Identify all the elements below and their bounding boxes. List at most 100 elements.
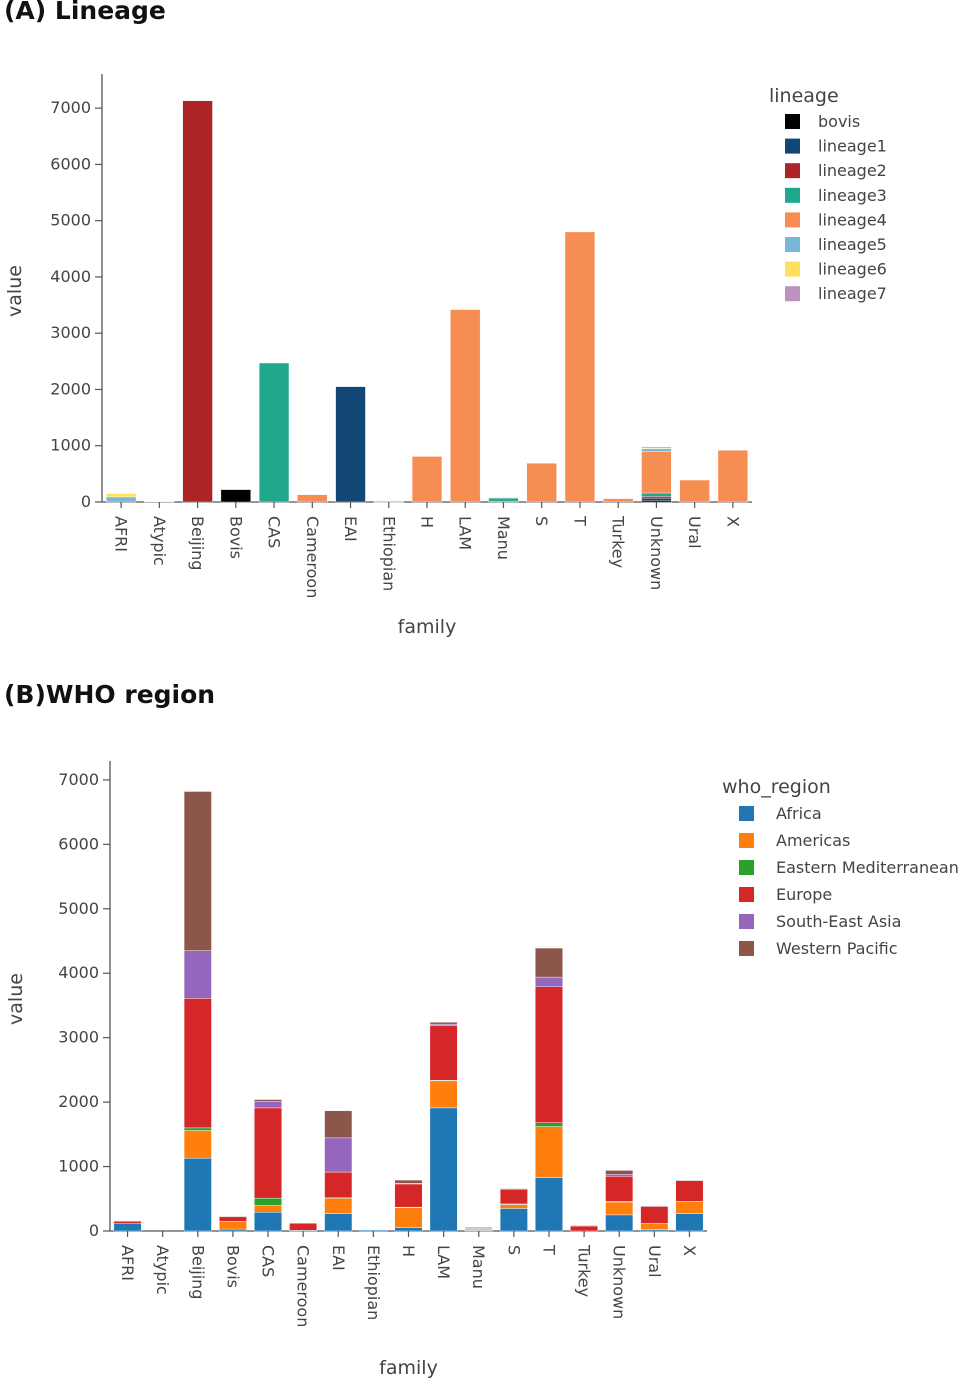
bar-manu-lineage3 [488,497,519,502]
bar-x-lineage4 [717,450,748,503]
x-tick-label: H [399,1245,418,1257]
legend-item-bovis[interactable]: bovis [785,112,860,131]
legend-item-lineage3[interactable]: lineage3 [785,186,887,205]
legend-item-americas[interactable]: Americas [739,831,850,850]
x-tick-label: T [570,515,589,526]
bar-manu-lineage4 [488,497,519,499]
bar-eai-americas [324,1197,353,1214]
bar-cas-africa [254,1212,282,1232]
legend-label: Africa [776,804,822,823]
bar-x-africa [675,1213,704,1232]
y-tick-label: 3000 [58,1028,99,1047]
bar-unknown-lineage4 [641,451,672,494]
y-tick-label: 4000 [50,267,91,286]
x-tick-label: Bovis [226,516,245,559]
y-axis-title: value [4,265,26,317]
bar-s-americas [499,1204,528,1209]
bar-t-eastern-mediterranean [535,1122,563,1127]
bar-beijing-europe [183,998,212,1129]
legend-item-lineage1[interactable]: lineage1 [785,137,887,156]
x-tick-label: Ethiopian [379,516,398,591]
bar-eai-lineage1 [335,386,366,503]
bar-beijing-south-east-asia [183,950,212,999]
legend-item-africa[interactable]: Africa [739,804,822,823]
bar-unknown-bovis [641,500,672,503]
bar-beijing-eastern-mediterranean [183,1127,212,1131]
legend-swatch [739,860,754,875]
bar-afri-lineage6 [106,493,137,498]
legend-swatch [785,187,800,203]
bar-h-europe [394,1183,423,1208]
bar-turkey-europe [570,1225,598,1232]
bar-turkey-western-pacific [570,1225,598,1227]
x-tick-label: AFRI [118,1245,137,1281]
bar-x-europe [675,1180,704,1202]
y-tick-label: 2000 [58,1092,99,1111]
bar-ethiopian-africa [359,1229,388,1232]
legend-item-western-pacific[interactable]: Western Pacific [739,939,898,958]
legend-item-lineage7[interactable]: lineage7 [785,284,887,303]
legend-swatch [739,914,754,929]
bar-t-americas [535,1126,563,1178]
bar-cas-lineage3 [258,362,290,503]
legend-item-lineage5[interactable]: lineage5 [785,235,887,254]
legend-label: Eastern Mediterranean [776,858,959,877]
legend-item-eastern-mediterranean[interactable]: Eastern Mediterranean [739,858,959,877]
bar-x-americas [675,1201,704,1214]
bar-unknown-lineage3 [641,492,672,497]
legend-item-south-east-asia[interactable]: South-East Asia [739,912,901,931]
bar-afri-europe [113,1221,142,1224]
bar-lam-western-pacific [429,1022,458,1025]
bar-lam-africa [429,1107,458,1232]
legend-swatch [785,114,800,129]
bar-beijing-lineage2 [182,100,213,503]
legend-item-lineage4[interactable]: lineage4 [785,210,887,229]
legend-label: Americas [776,831,850,850]
y-tick-label: 3000 [50,323,91,342]
bar-ural-americas [640,1223,669,1230]
legend-item-lineage6[interactable]: lineage6 [785,260,887,279]
legend-swatch [785,237,800,252]
legend-title: who_region [722,776,831,798]
x-tick-label: Cameroon [294,1245,313,1327]
bar-eai-western-pacific [324,1110,353,1139]
bar-unknown-americas [605,1201,634,1216]
legend-label: lineage3 [818,186,887,205]
x-tick-label: Ethiopian [364,1245,383,1320]
x-tick-label: LAM [434,1245,453,1279]
legend-swatch [739,887,754,902]
x-tick-label: X [723,516,742,527]
bar-bovis-europe [219,1216,247,1222]
y-tick-label: 0 [81,492,91,511]
panel-b-title: (B)WHO region [4,680,216,709]
bar-cas-south-east-asia [254,1101,282,1109]
legend-item-europe[interactable]: Europe [739,885,832,904]
x-tick-label: Ural [645,1245,664,1278]
bar-s-western-pacific [499,1187,528,1189]
bar-beijing-americas [183,1130,212,1159]
legend-swatch [785,286,800,302]
y-axis-title: value [5,973,27,1025]
panel-a-title: (A) Lineage [4,0,166,25]
legend-item-lineage2[interactable]: lineage2 [785,161,887,180]
x-tick-label: LAM [456,516,475,550]
x-tick-label: Beijing [188,516,207,570]
bar-ural-lineage4 [679,479,710,503]
bar-s-europe [499,1188,528,1205]
y-tick-label: 2000 [50,379,91,398]
y-tick-label: 7000 [50,98,91,117]
bar-unknown-lineage2 [641,496,672,499]
x-tick-label: Ural [685,516,704,549]
bar-eai-europe [324,1171,353,1199]
x-tick-label: Manu [494,516,513,560]
x-tick-label: EAI [329,1245,348,1271]
bar-ural-western-pacific [640,1205,669,1207]
bar-cas-eastern-mediterranean [254,1197,282,1206]
bar-atypic-lineage6 [144,500,175,502]
legend-swatch [785,163,800,179]
legend-swatch [739,833,754,848]
bar-h-western-pacific [394,1179,423,1184]
legend-label: Europe [776,885,832,904]
bar-unknown-south-east-asia [605,1174,634,1177]
bar-eai-africa [324,1213,353,1232]
